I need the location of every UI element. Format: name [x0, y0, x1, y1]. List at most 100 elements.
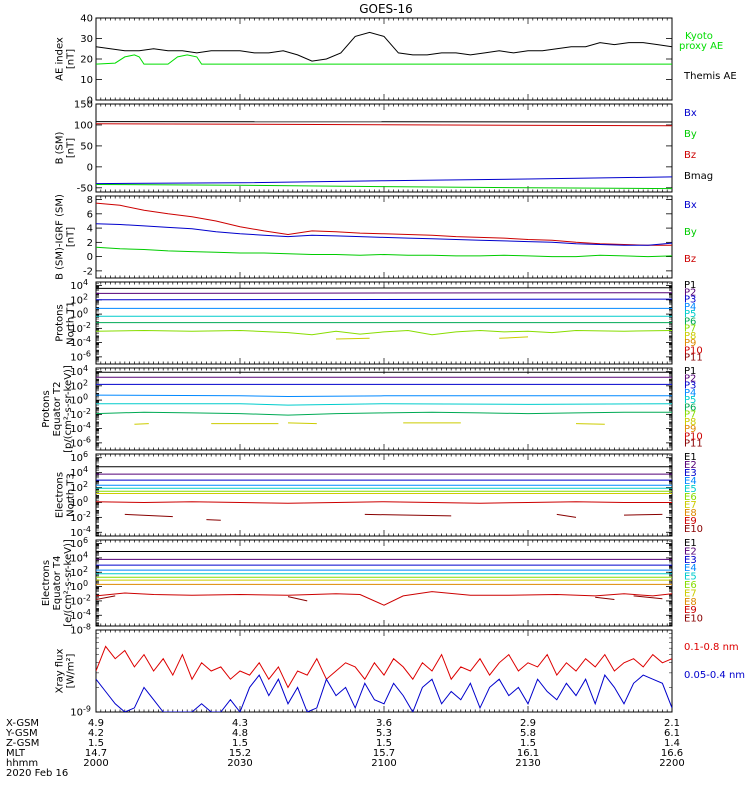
footer-value: 4.9	[88, 718, 104, 729]
legend-entry: P2	[684, 373, 696, 384]
legend-entry: P5	[684, 395, 696, 406]
footer-value: 2130	[515, 758, 540, 769]
legend-entry: E1	[684, 452, 697, 463]
legend-entry: E7	[684, 588, 697, 599]
y-tick-label: 10	[70, 453, 83, 464]
footer-value: 15.2	[229, 748, 251, 759]
series-bz	[96, 123, 672, 127]
y-tick-exponent: 0	[83, 495, 88, 504]
y-tick-label: 8	[87, 195, 93, 206]
y-axis-label: [nT]	[66, 227, 77, 247]
series-e9	[96, 591, 672, 606]
y-tick-label: 6	[87, 209, 93, 220]
y-tick-exponent: 4	[83, 465, 88, 474]
footer-value: 2000	[83, 758, 108, 769]
series-e9	[96, 501, 672, 504]
y-tick-label: 4	[87, 224, 93, 235]
series-p7	[96, 329, 672, 336]
legend-entry: P9	[684, 424, 696, 435]
footer-value: 3.6	[376, 718, 392, 729]
footer-value: 5.8	[520, 728, 536, 739]
series-e10	[124, 513, 663, 521]
y-tick-label: 20	[80, 55, 93, 66]
y-tick-exponent: -2	[83, 407, 91, 416]
y-tick-label: 10	[70, 708, 83, 719]
y-axis-label: North T1	[66, 301, 77, 345]
footer-value: 2.9	[520, 718, 536, 729]
y-tick-label: 10	[70, 483, 83, 494]
legend-entry: P6	[684, 402, 696, 413]
y-tick-exponent: 2	[83, 292, 88, 301]
legend-entry: P3	[684, 295, 696, 306]
legend-entry: E8	[684, 597, 697, 608]
y-tick-exponent: 0	[83, 393, 88, 402]
y-axis-label: Protons	[55, 304, 66, 341]
panel-bigrf: -2 0 2 4 6 8 B (SM)-IGRF (SM) [nT] Bx By Bz	[55, 194, 697, 280]
legend-entry: E9	[684, 516, 697, 527]
footer-value: 6.1	[664, 728, 680, 739]
series-by	[96, 246, 672, 258]
footer-value: 15.7	[373, 748, 395, 759]
series-0-1-0-8-nm	[96, 645, 672, 689]
y-tick-exponent: 2	[83, 378, 88, 387]
y-tick-label: 10	[70, 295, 83, 306]
footer-value: 1.5	[232, 738, 248, 749]
series-bx	[96, 223, 672, 246]
legend-entry: P10	[684, 345, 703, 356]
legend-entry: E7	[684, 500, 697, 511]
y-tick-label: 10	[70, 568, 83, 579]
panel-frame	[95, 629, 673, 713]
legend-entry: E10	[684, 524, 703, 535]
series-p4	[96, 394, 672, 398]
legend-entry: E5	[684, 484, 697, 495]
y-tick-label: 0	[87, 162, 93, 173]
footer-value: 2200	[659, 758, 684, 769]
y-tick-exponent: -4	[83, 525, 91, 534]
y-axis-label: B (SM)	[55, 131, 66, 164]
y-tick-label: 10	[70, 582, 83, 593]
series-by	[96, 184, 672, 190]
y-tick-label: 30	[80, 34, 93, 45]
footer-value: 1.5	[88, 738, 104, 749]
y-tick-label: 10	[70, 367, 83, 378]
legend-entry: Kyoto	[685, 31, 713, 42]
series-p1	[96, 287, 672, 289]
footer-value: 1.5	[376, 738, 392, 749]
legend-entry: E4	[684, 563, 697, 574]
series-bz	[96, 202, 672, 246]
y-tick-label: 100	[74, 120, 93, 131]
panel-frame	[95, 539, 673, 627]
legend-entry: Bx	[684, 108, 697, 119]
footer-value: 4.8	[232, 728, 248, 739]
y-tick-label: 10	[70, 424, 83, 435]
y-tick-label: 10	[70, 553, 83, 564]
y-tick-label: -50	[77, 183, 93, 194]
y-axis-label: [nT]	[66, 49, 77, 69]
y-tick-label: -2	[83, 266, 93, 277]
y-tick-label: 10	[70, 539, 83, 550]
y-axis-label: Electrons	[55, 472, 66, 518]
panel-frame	[95, 367, 673, 451]
y-tick-label: 40	[80, 14, 93, 25]
y-tick-exponent: 4	[83, 278, 88, 287]
y-tick-label: 10	[70, 310, 83, 321]
footer-value: 16.1	[517, 748, 539, 759]
legend-entry: E3	[684, 555, 697, 566]
series-p2	[96, 292, 672, 294]
legend-entry: P9	[684, 338, 696, 349]
y-tick-label: 10	[70, 338, 83, 349]
legend-entry: Themis AE	[683, 71, 737, 82]
y-tick-exponent: -9	[83, 705, 91, 714]
footer-value: 2030	[227, 758, 252, 769]
y-axis-label: Equator T4	[52, 556, 63, 611]
series-0-05-0-4-nm	[96, 674, 672, 712]
legend-entry: P4	[684, 302, 696, 313]
y-axis-label: B (SM)-IGRF (SM)	[55, 194, 66, 280]
y-tick-exponent: -4	[83, 335, 91, 344]
y-tick-label: 10	[70, 528, 83, 539]
footer-row-label: Y-GSM	[5, 728, 38, 739]
y-tick-label: 150	[74, 100, 93, 111]
